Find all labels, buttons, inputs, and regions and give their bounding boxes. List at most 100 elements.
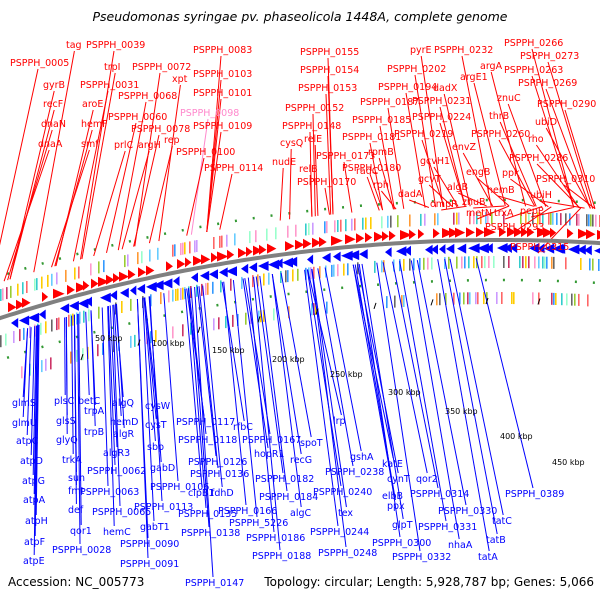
cog-bar [212, 281, 214, 294]
reverse-gene-label: PSPPH_0063 [80, 487, 139, 498]
forward-leader-line [498, 195, 535, 207]
forward-gene-label: rph [373, 180, 389, 191]
tick-mark [315, 308, 319, 315]
tick-label: 150 kbp [212, 346, 245, 355]
forward-gene-arrow [537, 227, 549, 238]
forward-gene-label: PSPPH_0153 [298, 83, 357, 94]
reverse-leader-line [311, 268, 347, 548]
reverse-gene-arrow [120, 287, 129, 298]
reverse-gene-label: atpD [20, 456, 43, 467]
cog-bar [241, 276, 243, 289]
forward-gene-label: znuB [462, 197, 486, 208]
forward-gene-arrow [499, 227, 507, 237]
reverse-leader-line [242, 278, 269, 449]
forward-gene-label: hemB [487, 185, 515, 196]
cog-bar [436, 293, 438, 306]
reverse-leader-line [32, 325, 37, 476]
cog-bar [51, 273, 53, 286]
reverse-gene-arrow [348, 250, 360, 261]
cog-bar [78, 266, 80, 279]
reverse-gene-arrow [85, 296, 92, 307]
reverse-gene-label: PSPPH_0118 [178, 435, 237, 446]
reverse-leader-line [142, 297, 155, 522]
reverse-gene-arrow [486, 243, 493, 254]
reverse-gene-label: PSPPH_0028 [52, 545, 111, 556]
forward-leader-line [0, 68, 39, 246]
cog-bar [76, 312, 78, 325]
forward-leader-line [343, 161, 353, 213]
forward-leader-line [531, 75, 575, 208]
reverse-gene-label: PSPPH_0090 [120, 539, 179, 550]
reverse-gene-label: PSPPH_0331 [418, 522, 477, 533]
cog-bar [473, 212, 475, 225]
reverse-gene-label: fdhD [211, 488, 234, 499]
reverse-leader-line [112, 304, 121, 507]
forward-gene-arrow [42, 291, 49, 302]
cog-bar [205, 283, 207, 296]
forward-gene-label: argH [138, 140, 161, 151]
reverse-leader-line [113, 304, 122, 417]
reverse-gene-label: PSPPH_0147 [185, 578, 244, 589]
forward-gene-label: gcvH1 [420, 156, 450, 167]
cog-bar [41, 276, 43, 289]
forward-gene-label: PSPPH_0181 [342, 132, 401, 143]
cog-bar [130, 298, 132, 311]
cog-bar [480, 212, 482, 225]
cog-bar [150, 331, 152, 344]
cog-bar [525, 212, 527, 225]
cog-bar [305, 267, 307, 280]
cog-bar [257, 274, 259, 287]
forward-gene-arrow [146, 265, 155, 276]
cog-bar [551, 292, 553, 305]
cog-bar [23, 327, 25, 340]
cog-bar [331, 264, 333, 277]
forward-gene-label: dadA [398, 189, 423, 200]
cog-bar [292, 269, 294, 282]
cog-bar [513, 292, 515, 305]
cog-bar [578, 293, 580, 306]
cog-bar [473, 256, 475, 269]
reverse-gene-arrow [468, 243, 480, 254]
forward-gene-arrow [217, 251, 229, 262]
cog-bar [548, 212, 550, 225]
cog-bar [586, 214, 588, 227]
cog-bar [65, 269, 67, 282]
cog-bar [576, 213, 578, 226]
forward-gene-label: PSPPH_0005 [10, 58, 69, 69]
forward-leader-line [324, 187, 330, 215]
reverse-gene-arrow [153, 280, 164, 291]
forward-leader-line [186, 157, 205, 236]
cog-bar [419, 258, 421, 270]
reverse-gene-label: tex [338, 508, 353, 519]
forward-gene-arrow [374, 231, 384, 242]
cog-bar [287, 270, 289, 283]
cog-bar [481, 256, 483, 269]
reverse-gene-label: trpA [84, 406, 105, 417]
cog-bar [538, 256, 540, 269]
forward-gene-arrow [507, 227, 517, 237]
forward-gene-label: PSPPH_0290 [537, 99, 596, 110]
cog-bar [413, 258, 415, 271]
reverse-gene-arrow [100, 292, 111, 303]
cog-bar [285, 270, 287, 283]
cog-bar [287, 225, 289, 238]
tick-mark [373, 302, 377, 310]
reverse-gene-label: spoT [300, 438, 323, 449]
reverse-leader-line [101, 307, 109, 487]
reverse-leader-line [223, 281, 247, 506]
cog-bar [347, 263, 349, 276]
accession-text: Accession: NC_005773 [8, 575, 144, 589]
forward-leader-line [309, 174, 313, 217]
forward-gene-arrow [514, 227, 523, 238]
reverse-gene-arrow [577, 244, 586, 255]
cog-bar [180, 243, 182, 256]
cog-bar [334, 220, 336, 233]
forward-gene-label: PSPPH_0219 [394, 129, 453, 140]
tick-mark [80, 353, 84, 361]
tick-label: 50 kbp [95, 334, 123, 343]
cog-bar [268, 272, 270, 285]
cog-bar [177, 288, 179, 301]
cog-bar [468, 256, 470, 269]
cog-bar [484, 256, 486, 269]
